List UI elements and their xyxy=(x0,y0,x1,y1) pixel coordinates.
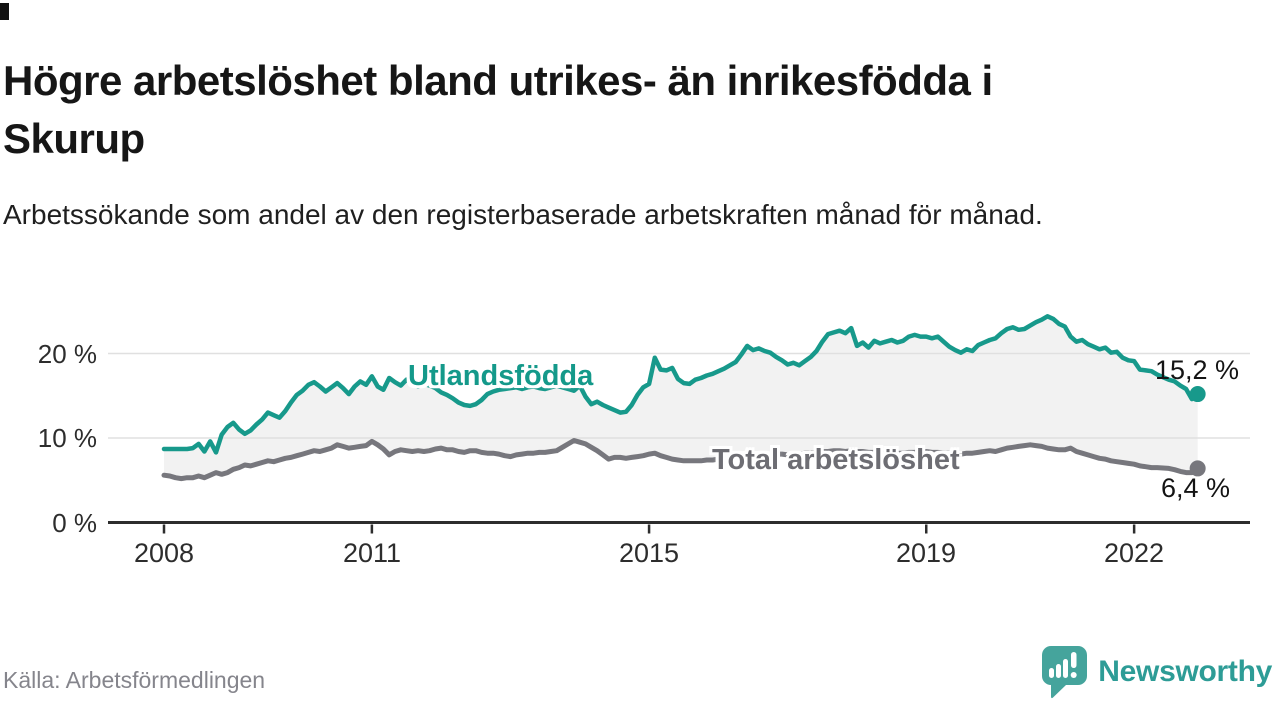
x-axis-tick-2008: 2008 xyxy=(133,538,195,568)
line-utlandsfodda xyxy=(161,314,1200,455)
y-axis-tick-20: 20 % xyxy=(37,339,97,369)
series-label-total-arbetsloshet: Total arbetslöshet xyxy=(712,444,960,476)
newsworthy-logo: Newsworthy xyxy=(1040,645,1272,699)
x-axis-tick-2015: 2015 xyxy=(618,538,680,568)
end-dot-utlandsfodda xyxy=(1189,386,1206,403)
x-axis-tick-2022: 2022 xyxy=(1103,538,1165,568)
exclamation-dot xyxy=(1070,672,1077,678)
bar-3 xyxy=(1063,659,1069,678)
source-attribution: Källa: Arbetsförmedlingen xyxy=(3,667,266,693)
corner-crop-mark xyxy=(0,3,9,20)
end-value-label-utlandsfodda: 15,2 % xyxy=(1155,355,1240,385)
newsworthy-bubble-chart-icon xyxy=(1042,646,1088,699)
x-axis-tick-2019: 2019 xyxy=(895,538,957,568)
exclamation-bar xyxy=(1071,652,1077,668)
newsworthy-wordmark: Newsworthy xyxy=(1098,655,1272,688)
chart-subtitle: Arbetssökande som andel av den registerb… xyxy=(3,199,1043,230)
bar-2 xyxy=(1056,664,1062,678)
line-total-arbetsloshet xyxy=(161,438,1201,482)
chart-title: Högre arbetslöshet bland utrikes- än inr… xyxy=(3,57,993,163)
between-series-area xyxy=(164,316,1198,479)
x-axis-tick-2011: 2011 xyxy=(342,538,402,568)
bar-1 xyxy=(1049,668,1055,678)
end-value-label-total: 6,4 % xyxy=(1161,473,1231,503)
end-dot-total xyxy=(1189,460,1206,477)
y-axis-tick-0: 0 % xyxy=(52,508,97,538)
series-label-utlandsfodda: Utlandsfödda xyxy=(408,360,594,392)
y-axis-tick-10: 10 % xyxy=(37,423,97,453)
